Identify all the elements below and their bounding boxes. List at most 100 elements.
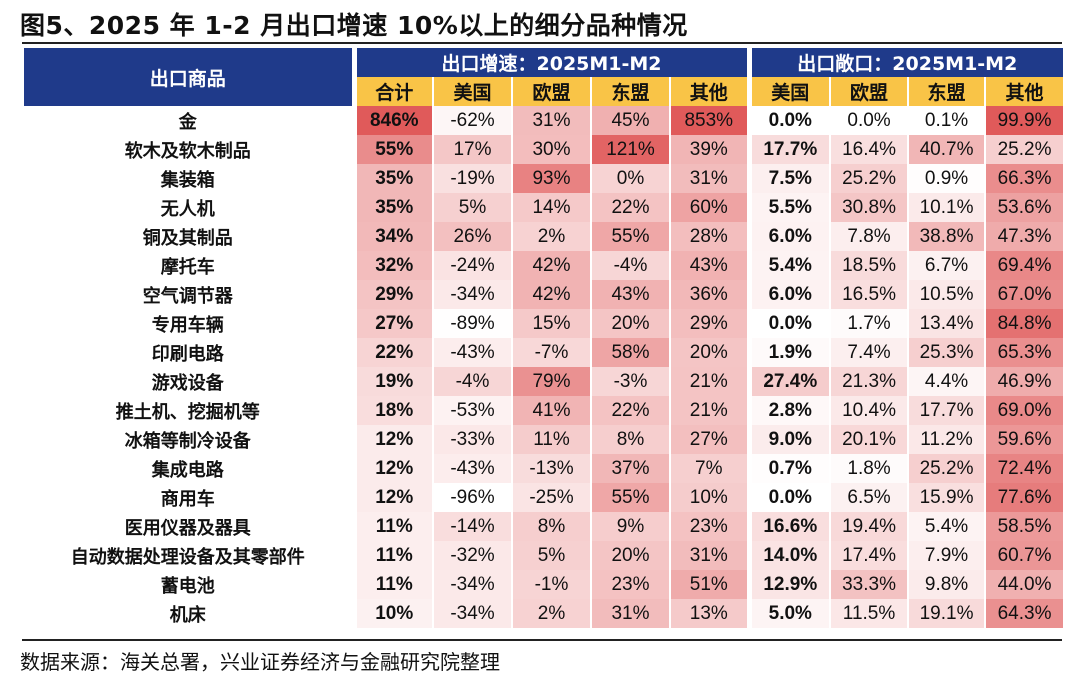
share-cell: 9.0% (746, 425, 831, 454)
share-cell: 0.0% (746, 483, 831, 512)
share-cell: 53.6% (984, 193, 1064, 222)
share-cell: 25.2% (984, 135, 1064, 164)
growth-cell: 60% (668, 193, 750, 222)
growth-cell: 39% (668, 135, 750, 164)
growth-cell: 20% (590, 541, 670, 570)
share-cell: 10.5% (907, 280, 986, 309)
growth-total-cell: 29% (351, 280, 433, 309)
share-cell: 10.4% (829, 396, 909, 425)
growth-cell: 17% (432, 135, 512, 164)
share-cell: 12.9% (746, 570, 831, 599)
share-cell: 0.1% (907, 106, 986, 135)
table-row: 软木及软木制品 55% 17% 30% 121% 39% 17.7% 16.4% 40.7% 25… (24, 135, 1064, 164)
growth-cell: 22% (590, 193, 670, 222)
product-name: 机床 (169, 604, 206, 626)
share-cell: 17.4% (829, 541, 909, 570)
share-cell: 69.4% (984, 251, 1064, 280)
growth-cell: 26% (432, 222, 512, 251)
growth-cell: 31% (668, 541, 750, 570)
growth-cell: -89% (432, 309, 512, 338)
growth-cell: -1% (511, 570, 591, 599)
share-cell: 25.2% (829, 164, 909, 193)
growth-cell: 30% (511, 135, 591, 164)
table-row: 专用车辆 27% -89% 15% 20% 29% 0.0% 1.7% 13.4% 84.8% (24, 309, 1064, 338)
growth-cell: 9% (590, 512, 670, 541)
growth-cell: 20% (668, 338, 750, 367)
product-name: 金 (178, 111, 197, 133)
growth-total-cell: 55% (351, 135, 433, 164)
growth-total-cell: 11% (351, 512, 433, 541)
share-cell: 65.3% (984, 338, 1064, 367)
product-name: 冰箱等制冷设备 (124, 430, 251, 452)
share-cell: 0.0% (746, 106, 831, 135)
growth-cell: 45% (590, 106, 670, 135)
table-row: 印刷电路 22% -43% -7% 58% 20% 1.9% 7.4% 25.3% 65.3% (24, 338, 1064, 367)
growth-total-cell: 27% (351, 309, 433, 338)
title-rule (22, 42, 1062, 44)
table-row: 冰箱等制冷设备 12% -33% 11% 8% 27% 9.0% 20.1% 11.2% 59.6… (24, 425, 1064, 454)
growth-cell: 28% (668, 222, 750, 251)
growth-cell: 58% (590, 338, 670, 367)
growth-cell: 15% (511, 309, 591, 338)
growth-cell: -34% (432, 570, 512, 599)
table-row: 铜及其制品 34% 26% 2% 55% 28% 6.0% 7.8% 38.8% 47.3% (24, 222, 1064, 251)
share-cell: 0.0% (746, 309, 831, 338)
growth-cell: 23% (590, 570, 670, 599)
share-cell: 13.4% (907, 309, 986, 338)
growth-cell: 31% (668, 164, 750, 193)
table-row: 医用仪器及器具 11% -14% 8% 9% 23% 16.6% 19.4% 5.4% 58.5% (24, 512, 1064, 541)
table-row: 无人机 35% 5% 14% 22% 60% 5.5% 30.8% 10.1% 53.6% (24, 193, 1064, 222)
growth-cell: 36% (668, 280, 750, 309)
growth-total-cell: 11% (351, 570, 433, 599)
product-name: 自动数据处理设备及其零部件 (70, 546, 305, 568)
share-cell: 5.4% (746, 251, 831, 280)
share-cell: 15.9% (907, 483, 986, 512)
source-note: 数据来源：海关总署，兴业证券经济与金融研究院整理 (20, 650, 500, 674)
growth-total-cell: 34% (351, 222, 433, 251)
growth-cell: 7% (668, 454, 750, 483)
share-cell: 2.8% (746, 396, 831, 425)
growth-cell: 37% (590, 454, 670, 483)
growth-cell: 21% (668, 367, 750, 396)
table-row: 商用车 12% -96% -25% 55% 10% 0.0% 6.5% 15.9% 77.6% (24, 483, 1064, 512)
growth-cell: -4% (590, 251, 670, 280)
growth-cell: 5% (432, 193, 512, 222)
growth-total-cell: 12% (351, 425, 433, 454)
growth-cell: 2% (511, 222, 591, 251)
share-cell: 40.7% (907, 135, 986, 164)
share-cell: 7.4% (829, 338, 909, 367)
share-cell: 46.9% (984, 367, 1064, 396)
growth-cell: 5% (511, 541, 591, 570)
growth-cell: -32% (432, 541, 512, 570)
growth-cell: 11% (511, 425, 591, 454)
share-cell: 33.3% (829, 570, 909, 599)
growth-cell: 0% (590, 164, 670, 193)
growth-cell: -7% (511, 338, 591, 367)
growth-cell: 20% (590, 309, 670, 338)
share-cell: 5.5% (746, 193, 831, 222)
col-header: 美国 (746, 77, 831, 106)
share-cell: 5.0% (746, 599, 831, 628)
growth-cell: 29% (668, 309, 750, 338)
product-name: 集成电路 (151, 459, 224, 481)
col-header: 东盟 (907, 77, 986, 106)
growth-cell: -33% (432, 425, 512, 454)
share-cell: 1.8% (829, 454, 909, 483)
growth-total-cell: 10% (351, 599, 433, 628)
share-cell: 0.9% (907, 164, 986, 193)
growth-cell: 51% (668, 570, 750, 599)
share-cell: 1.7% (829, 309, 909, 338)
product-name: 蓄电池 (160, 575, 215, 597)
group-header-share: 出口敞口：2025M1-M2 (746, 48, 1064, 77)
product-name: 摩托车 (160, 256, 215, 278)
growth-cell: 22% (590, 396, 670, 425)
product-name: 商用车 (160, 488, 215, 510)
share-cell: 0.7% (746, 454, 831, 483)
page-title: 图5、2025 年 1-2 月出口增速 10%以上的细分品种情况 (20, 11, 688, 40)
growth-total-cell: 18% (351, 396, 433, 425)
share-cell: 11.2% (907, 425, 986, 454)
share-cell: 18.5% (829, 251, 909, 280)
product-name: 游戏设备 (151, 372, 224, 394)
share-cell: 6.0% (746, 280, 831, 309)
growth-cell: 8% (511, 512, 591, 541)
